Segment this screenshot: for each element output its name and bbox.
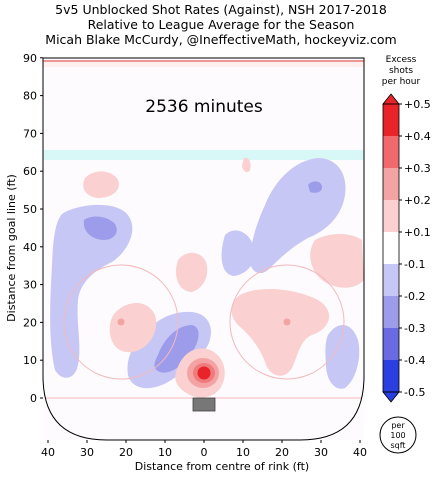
minutes-annotation: 2536 minutes (145, 97, 263, 117)
colorbar-segment (383, 360, 399, 392)
x-tick-label: 20 (119, 446, 133, 459)
y-tick-label: 50 (23, 203, 37, 216)
chart-title-line3: Micah Blake McCurdy, @IneffectiveMath, h… (45, 32, 397, 47)
x-axis-ticks: 40 30 20 10 0 10 20 30 40 (41, 440, 367, 459)
deficit-region-left-core (83, 216, 117, 240)
colorbar-segment (383, 296, 399, 328)
colorbar-segment (383, 136, 399, 168)
colorbar-tick-label: +0.3 (404, 162, 431, 175)
blue-line-band (43, 150, 364, 160)
deficit-region-mid-left (221, 230, 255, 276)
x-tick-label: 40 (353, 446, 367, 459)
centre-line-band (43, 60, 364, 67)
y-tick-label: 80 (23, 90, 37, 103)
y-tick-label: 20 (23, 316, 37, 329)
colorbar-tick-label: -0.4 (404, 354, 425, 367)
x-tick-label: 40 (41, 446, 55, 459)
colorbar-segment (383, 264, 399, 296)
colorbar-top-arrow (382, 93, 400, 105)
colorbar-label-line1: Excess (386, 55, 417, 65)
colorbar-segment (383, 168, 399, 200)
colorbar-label-line3: per hour (382, 77, 421, 87)
x-tick-label: 30 (80, 446, 94, 459)
colorbar-ticks: +0.5 +0.4 +0.3 +0.2 +0.1 -0.1 -0.2 -0.3 -0.4 -0.5 (399, 98, 431, 399)
colorbar (382, 93, 400, 403)
deficit-region-center-core (154, 325, 199, 373)
excess-region-top-mid (242, 157, 251, 173)
deficit-region-right-low (325, 324, 360, 389)
x-tick-label: 10 (236, 446, 250, 459)
rink-boards (42, 57, 365, 441)
chart-title-line2: Relative to League Average for the Seaso… (87, 17, 355, 32)
excess-region-right (310, 234, 364, 288)
y-tick-label: 90 (23, 52, 37, 65)
right-faceoff-circle (229, 264, 345, 380)
left-faceoff-circle (63, 264, 179, 380)
colorbar-tick-label: -0.1 (404, 258, 425, 271)
excess-dot-right-faceoff (283, 318, 291, 326)
y-tick-label: 0 (30, 392, 37, 405)
colorbar-segment (383, 200, 399, 232)
colorbar-frame (382, 103, 400, 393)
unit-badge-line1: per (391, 421, 405, 430)
x-tick-label: 20 (275, 446, 289, 459)
y-tick-label: 70 (23, 127, 37, 140)
colorbar-segment (383, 328, 399, 360)
deficit-region-left (50, 204, 133, 378)
colorbar-label-line2: shots (389, 66, 413, 76)
colorbar-tick-label: +0.5 (404, 98, 431, 111)
colorbar-tick-label: -0.3 (404, 322, 425, 335)
excess-dot-left-faceoff (117, 318, 125, 326)
x-tick-label: 0 (201, 446, 208, 459)
colorbar-segment (383, 104, 399, 136)
y-tick-label: 10 (23, 354, 37, 367)
excess-region-crease-core (197, 366, 211, 380)
deficit-region-right-top-core (308, 181, 323, 193)
colorbar-segment (383, 232, 399, 264)
goal-net (192, 397, 216, 412)
heatmap-layer (43, 150, 364, 399)
x-tick-label: 10 (158, 446, 172, 459)
colorbar-tick-label: +0.1 (404, 226, 431, 239)
unit-badge-line3: sqft (390, 441, 405, 450)
excess-region-mid (175, 252, 208, 292)
unit-badge (379, 416, 417, 454)
excess-region-right-circle (231, 288, 330, 376)
colorbar-tick-label: +0.2 (404, 194, 431, 207)
x-axis-label: Distance from centre of rink (ft) (135, 460, 309, 473)
unit-badge-line2: 100 (390, 431, 405, 440)
chart-title-line1: 5v5 Unblocked Shot Rates (Against), NSH … (55, 2, 387, 17)
x-tick-label: 30 (314, 446, 328, 459)
y-tick-label: 30 (23, 279, 37, 292)
y-axis-ticks: 0 10 20 30 40 50 60 70 80 90 (23, 52, 43, 405)
y-tick-label: 60 (23, 165, 37, 178)
y-axis-label: Distance from goal line (ft) (5, 174, 18, 322)
excess-region-top-left (83, 171, 119, 198)
colorbar-tick-label: +0.4 (404, 130, 431, 143)
colorbar-bottom-arrow (382, 391, 400, 403)
excess-region-left-circle (109, 303, 157, 353)
y-tick-label: 40 (23, 241, 37, 254)
colorbar-tick-label: -0.2 (404, 290, 425, 303)
colorbar-tick-label: -0.5 (404, 386, 425, 399)
